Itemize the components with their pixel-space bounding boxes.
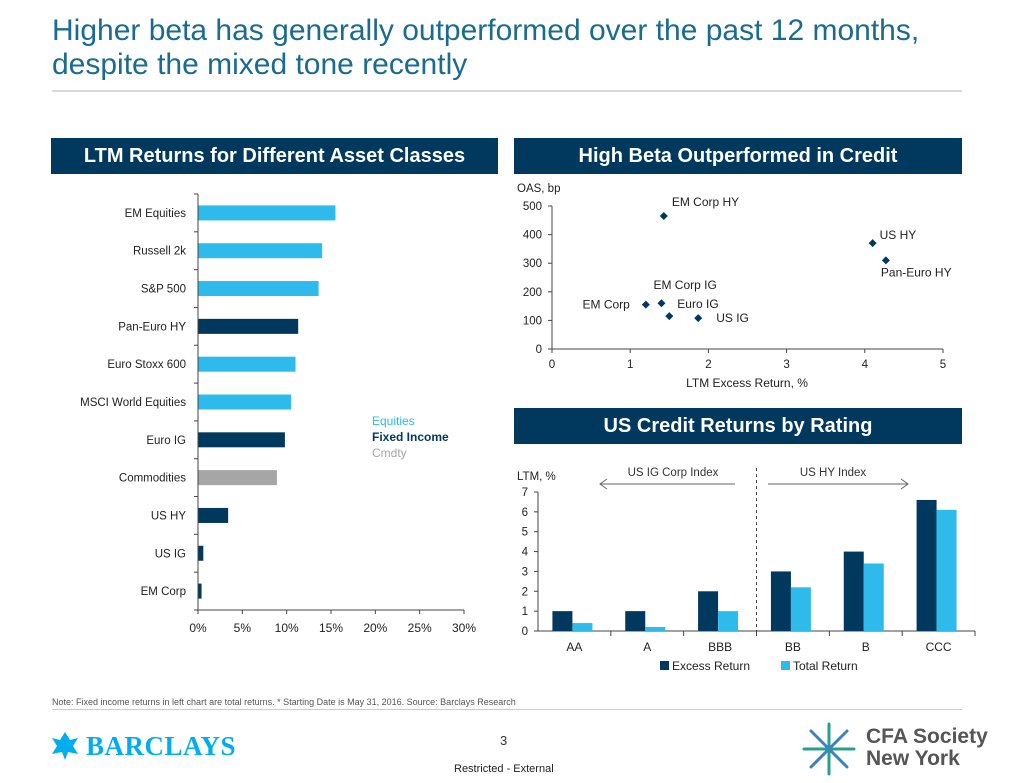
barclays-logo: BARCLAYS <box>86 731 237 761</box>
category-label: Euro IG <box>146 435 186 447</box>
cfa-logo-line1: CFA Society <box>866 725 988 748</box>
footer-divider <box>52 709 962 710</box>
legend-fixed-income: Fixed Income <box>372 430 449 444</box>
x-tick-label: 30% <box>452 621 476 635</box>
bar-euro-ig <box>198 432 285 448</box>
bar-s-p-500 <box>198 281 319 297</box>
bar-us-ig <box>198 545 204 561</box>
category-label: S&P 500 <box>141 284 186 296</box>
bar-em-equities <box>198 205 336 221</box>
category-label: US IG <box>155 548 186 560</box>
bar-russell-2k <box>198 243 323 259</box>
cfa-logo-icon <box>802 722 856 776</box>
legend-cmdty: Cmdty <box>372 446 407 460</box>
category-label: EM Corp <box>141 586 186 598</box>
left-chart-header: LTM Returns for Different Asset Classes <box>51 138 498 174</box>
x-tick-label: 15% <box>319 621 343 635</box>
bar-commodities <box>198 470 277 486</box>
cfa-logo-line2: New York <box>866 747 960 770</box>
category-label: Pan-Euro HY <box>118 321 186 333</box>
bar-msci-world-equities <box>198 394 292 410</box>
category-label: Commodities <box>119 473 186 485</box>
classification-label: Restricted - External <box>454 763 554 775</box>
scatter-chart-header: High Beta Outperformed in Credit <box>514 138 962 174</box>
cfa-logo-text: CFA Society New York <box>866 726 988 770</box>
category-label: EM Equities <box>125 208 187 220</box>
category-label: MSCI World Equities <box>80 397 186 409</box>
x-tick-label: 20% <box>363 621 387 635</box>
category-label: US HY <box>151 510 186 522</box>
footnote: Note: Fixed income returns in left chart… <box>52 697 516 707</box>
eagle-logo-icon <box>52 732 78 760</box>
x-tick-label: 10% <box>275 621 299 635</box>
title-divider <box>52 90 962 92</box>
legend-equities: Equities <box>372 414 415 428</box>
rating-chart-header: US Credit Returns by Rating <box>514 408 962 444</box>
bar-us-hy <box>198 507 229 523</box>
page-number: 3 <box>500 733 508 748</box>
category-label: Euro Stoxx 600 <box>107 359 186 371</box>
x-tick-label: 25% <box>408 621 432 635</box>
page-title: Higher beta has generally outperformed o… <box>52 14 920 81</box>
bar-em-corp <box>198 583 202 599</box>
x-tick-label: 0% <box>189 621 207 635</box>
x-tick-label: 5% <box>234 621 252 635</box>
bar-euro-stoxx-600 <box>198 356 296 372</box>
bar-pan-euro-hy <box>198 318 299 334</box>
category-label: Russell 2k <box>133 246 186 258</box>
